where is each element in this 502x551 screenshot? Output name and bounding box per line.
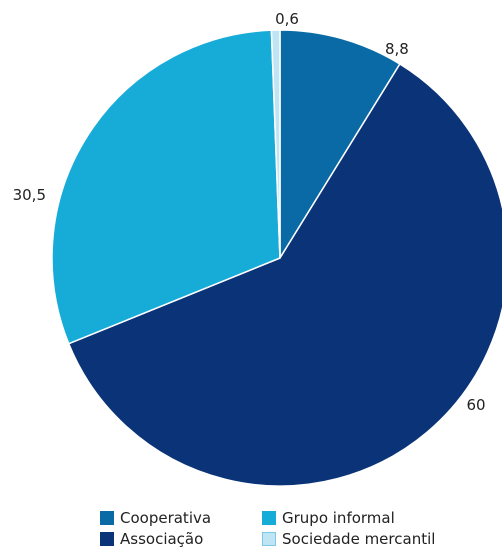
legend-item-cooperativa: Cooperativa: [100, 509, 211, 527]
legend-label-associacao: Associação: [120, 530, 204, 548]
legend-label-grupo-informal: Grupo informal: [282, 509, 395, 527]
legend-swatch-grupo-informal: [262, 511, 276, 525]
legend-item-grupo-informal: Grupo informal: [262, 509, 395, 527]
pie-label-associacao: 60: [466, 396, 485, 414]
legend-item-associacao: Associação: [100, 530, 203, 548]
pie-slice-sociedade-mercantil: [270, 29, 281, 259]
pie-slice-grupo-informal: [51, 29, 281, 345]
pie-slice-associacao: [67, 63, 502, 487]
legend-swatch-cooperativa: [100, 511, 114, 525]
pie-labels: 8,8 60 30,5 0,6: [13, 10, 486, 414]
pie-label-cooperativa: 8,8: [385, 40, 409, 58]
legend-swatch-sociedade-mercantil: [262, 532, 276, 546]
legend-label-sociedade-mercantil: Sociedade mercantil: [282, 530, 436, 548]
pie-label-sociedade-mercantil: 0,6: [275, 10, 299, 28]
pie-slice-cooperativa: [279, 29, 401, 261]
legend-item-sociedade-mercantil: Sociedade mercantil: [262, 530, 435, 548]
legend-label-cooperativa: Cooperativa: [120, 509, 212, 527]
legend: Cooperativa Associação Grupo informal So…: [100, 509, 500, 551]
pie-label-grupo-informal: 30,5: [13, 186, 46, 204]
legend-swatch-associacao: [100, 532, 114, 546]
pie-slices: [51, 29, 502, 487]
